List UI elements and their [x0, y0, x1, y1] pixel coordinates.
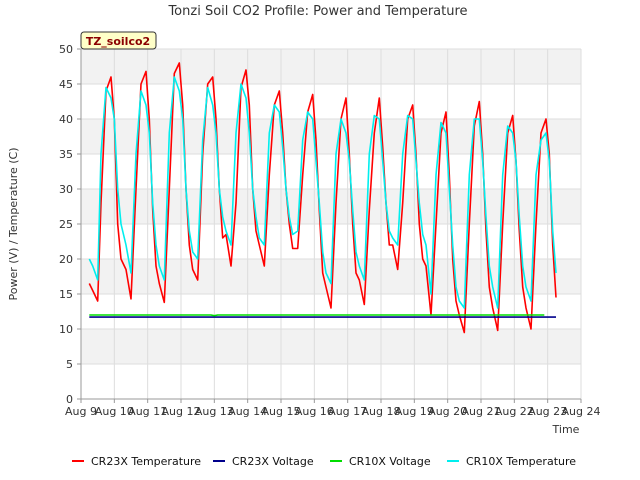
legend: CR23X Temperature CR23X Voltage CR10X Volt…	[72, 455, 576, 468]
y-tick-label: 45	[59, 78, 73, 91]
station-tag-box	[80, 31, 157, 50]
legend-item-cr10x-voltage: CR10X Voltage	[330, 455, 431, 468]
x-tick-label: Aug 17	[328, 405, 367, 418]
y-tick-label: 15	[59, 288, 73, 301]
legend-label: CR23X Voltage	[232, 455, 314, 468]
y-tick-label: 35	[59, 148, 73, 161]
y-tick-label: 40	[59, 113, 73, 126]
plot-band	[81, 329, 581, 364]
legend-item-cr23x-temperature: CR23X Temperature	[72, 455, 201, 468]
y-tick-label: 0	[66, 393, 73, 406]
y-tick-label: 50	[59, 43, 73, 56]
plot-band	[81, 49, 581, 84]
series-line-cr10x-temperature	[88, 76, 557, 309]
x-tick-label: Aug 14	[228, 405, 267, 418]
y-tick-label: 30	[59, 183, 73, 196]
legend-label: CR10X Voltage	[349, 455, 431, 468]
x-axis-label: Time	[552, 423, 580, 436]
x-tick-label: Aug 15	[262, 405, 301, 418]
y-tick-label: 20	[59, 253, 73, 266]
station-tag-label: TZ_soilco2	[86, 35, 150, 48]
x-tick-label: Aug 24	[562, 405, 601, 418]
x-tick-label: Aug 21	[462, 405, 501, 418]
y-tick-label: 10	[59, 323, 73, 336]
legend-item-cr23x-voltage: CR23X Voltage	[213, 455, 314, 468]
x-tick-label: Aug 16	[295, 405, 334, 418]
chart-title: Tonzi Soil CO2 Profile: Power and Temper…	[167, 4, 467, 19]
legend-label: CR10X Temperature	[466, 455, 576, 468]
y-axis-label: Power (V) / Temperature (C)	[7, 147, 20, 300]
y-tick-label: 25	[59, 218, 73, 231]
x-tick-label: Aug 23	[528, 405, 567, 418]
x-tick-label: Aug 11	[128, 405, 167, 418]
x-tick-label: Aug 20	[428, 405, 467, 418]
x-tick-label: Aug 13	[195, 405, 234, 418]
x-tick-label: Aug 19	[395, 405, 434, 418]
plot-band	[81, 119, 581, 154]
x-tick-label: Aug 10	[95, 405, 134, 418]
series-line-cr10x-voltage	[89, 314, 545, 317]
x-tick-label: Aug 9	[65, 405, 97, 418]
x-tick-label: Aug 22	[495, 405, 534, 418]
series-group	[88, 62, 557, 334]
station-tag: TZ_soilco2	[80, 31, 157, 50]
x-tick-label: Aug 18	[362, 405, 401, 418]
y-tick-label: 5	[66, 358, 73, 371]
legend-label: CR23X Temperature	[91, 455, 201, 468]
legend-item-cr10x-temperature: CR10X Temperature	[447, 455, 576, 468]
x-tick-label: Aug 12	[162, 405, 201, 418]
series-line-cr23x-temperature	[88, 62, 557, 334]
plot-band	[81, 189, 581, 224]
